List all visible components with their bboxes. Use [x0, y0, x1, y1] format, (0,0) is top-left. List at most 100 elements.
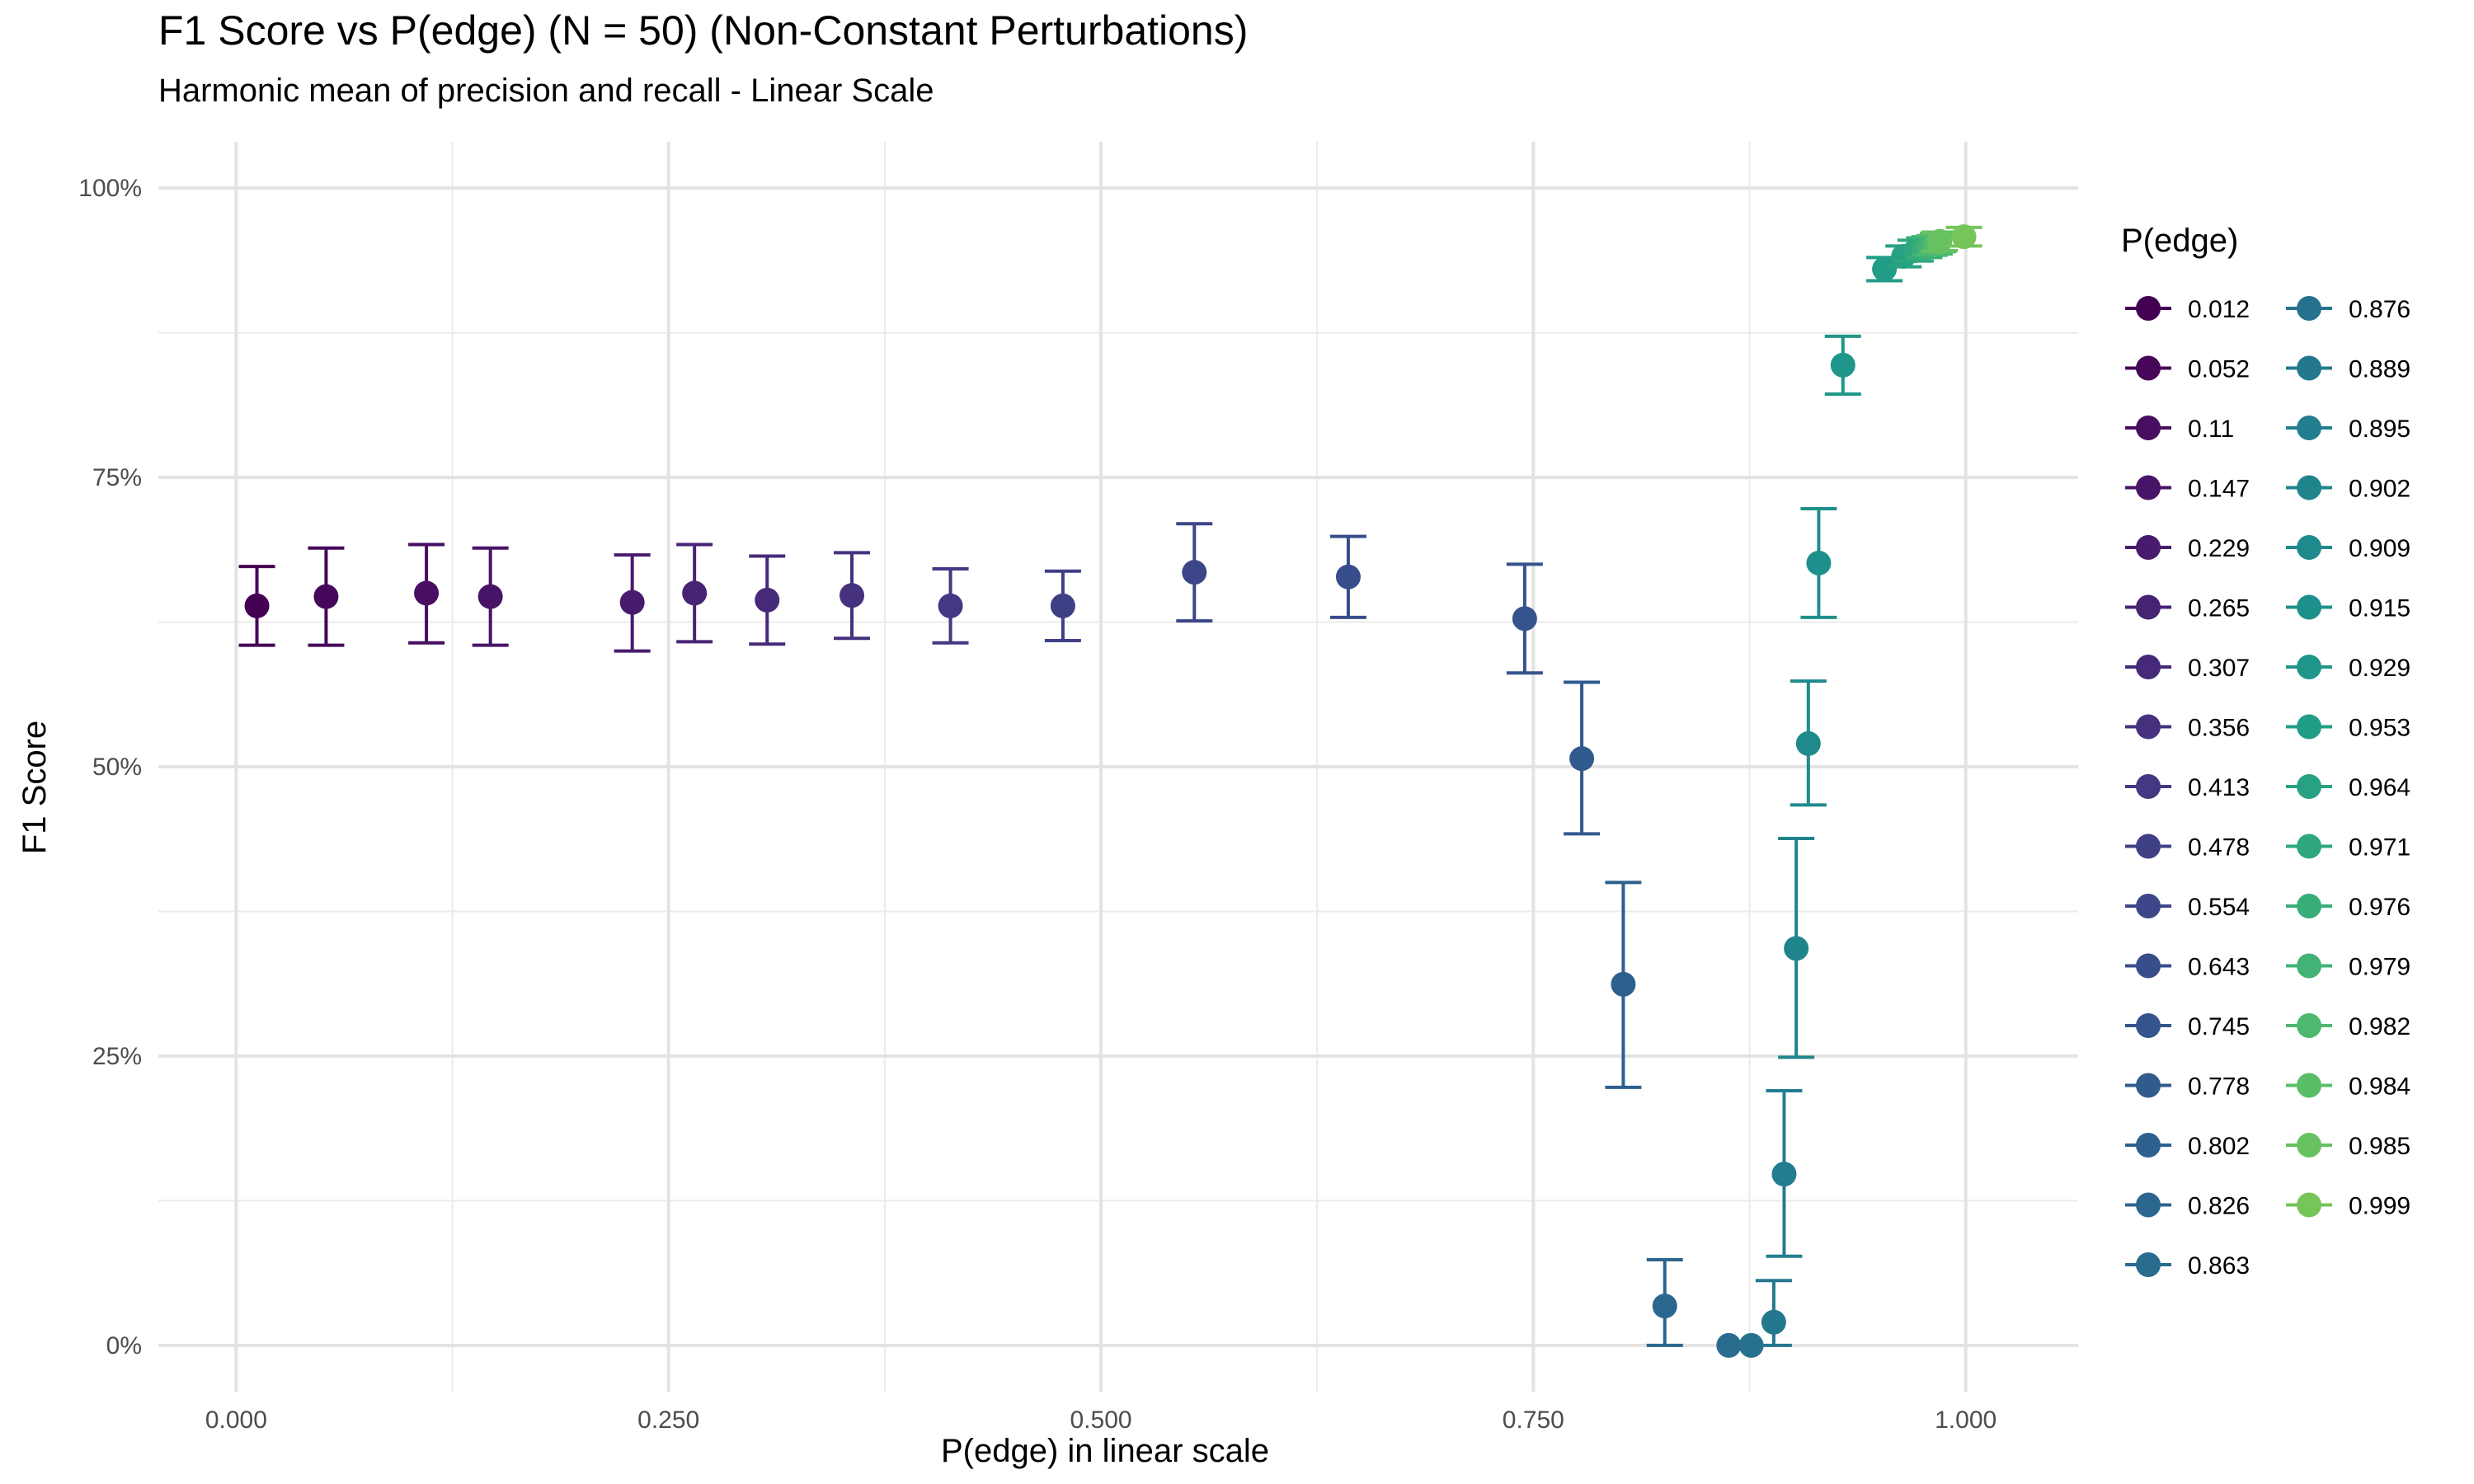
legend-item: 0.643 [2125, 953, 2250, 981]
data-point-group [1738, 1332, 1764, 1358]
data-point-group [1044, 569, 1081, 642]
legend-key-point [2136, 834, 2161, 859]
data-point-group [1329, 534, 1366, 619]
legend-label: 0.895 [2349, 416, 2411, 443]
legend-label: 0.265 [2188, 595, 2250, 622]
legend-item: 0.979 [2286, 953, 2411, 981]
data-point [1784, 936, 1809, 961]
data-point [1806, 550, 1832, 575]
legend-label: 0.802 [2188, 1133, 2250, 1160]
data-point [682, 580, 708, 606]
data-point-group [1824, 334, 1861, 397]
data-point-group [408, 542, 445, 645]
data-point [1716, 1332, 1742, 1358]
x-tick-label: 0.500 [1070, 1407, 1131, 1434]
legend-key-point [2297, 594, 2321, 620]
data-point-group [1506, 562, 1543, 675]
legend-key-point [2136, 594, 2161, 620]
data-point-group [932, 566, 969, 645]
data-point [1652, 1294, 1677, 1319]
legend-label: 0.985 [2349, 1133, 2411, 1160]
legend-label: 0.643 [2188, 954, 2250, 981]
legend-label: 0.478 [2188, 834, 2250, 862]
data-point [1335, 564, 1361, 589]
x-tick-label: 0.000 [205, 1407, 267, 1434]
data-point [1761, 1309, 1786, 1335]
data-point [1872, 256, 1898, 282]
data-point [1611, 971, 1636, 997]
legend-label: 0.863 [2188, 1252, 2250, 1280]
legend-item: 0.307 [2125, 655, 2250, 682]
data-point-group [1646, 1257, 1683, 1347]
legend-item: 0.915 [2286, 594, 2411, 622]
data-point [619, 589, 645, 615]
data-point [840, 583, 865, 608]
data-point-group [1755, 1279, 1792, 1347]
chart-title: F1 Score vs P(edge) (N = 50) (Non-Consta… [158, 7, 1249, 54]
data-point [1182, 560, 1207, 585]
legend-title: P(edge) [2121, 223, 2239, 259]
legend-key-point [2136, 416, 2161, 440]
data-point [244, 593, 270, 618]
legend-item: 0.876 [2286, 296, 2411, 323]
legend-item: 0.745 [2125, 1013, 2250, 1040]
legend-label: 0.876 [2349, 296, 2411, 323]
legend: 0.012 0.052 0.11 0.147 0.229 0.265 0.307 0.356 0… [2125, 296, 2411, 1280]
legend-key-point [2297, 1073, 2321, 1098]
legend-key-point [2136, 535, 2161, 560]
data-point-group [1866, 256, 1903, 283]
y-tick-label: 100% [78, 175, 142, 202]
legend-label: 0.999 [2349, 1193, 2411, 1220]
legend-item: 0.826 [2125, 1192, 2250, 1220]
data-point [1050, 593, 1075, 618]
data-point-group [614, 553, 651, 653]
legend-key-point [2136, 894, 2161, 918]
data-point-group [1564, 680, 1601, 836]
legend-key-point [2297, 296, 2321, 321]
legend-label: 0.984 [2349, 1073, 2411, 1101]
legend-item: 0.012 [2125, 296, 2250, 323]
legend-key-point [2297, 355, 2321, 381]
legend-key-point [2297, 416, 2321, 440]
legend-label: 0.052 [2188, 356, 2250, 383]
legend-item: 0.999 [2286, 1192, 2411, 1220]
data-point-group [1716, 1332, 1742, 1358]
x-tick-label: 0.250 [637, 1407, 699, 1434]
x-tick-label: 0.750 [1503, 1407, 1564, 1434]
data-point [1569, 746, 1595, 772]
legend-label: 0.11 [2188, 416, 2234, 443]
legend-label: 0.745 [2188, 1013, 2250, 1040]
legend-key-point [2136, 953, 2161, 979]
legend-label: 0.976 [2349, 894, 2411, 921]
data-point-group [676, 542, 713, 644]
legend-label: 0.012 [2188, 296, 2250, 323]
data-point [1771, 1162, 1797, 1187]
data-point-group [308, 546, 345, 647]
legend-key-point [2297, 475, 2321, 500]
legend-label: 0.356 [2188, 715, 2250, 742]
data-point [1927, 228, 1953, 254]
grid-lines [158, 142, 2078, 1392]
legend-key-point [2297, 774, 2321, 799]
legend-key-point [2297, 1133, 2321, 1158]
legend-item: 0.356 [2125, 714, 2250, 742]
legend-label: 0.902 [2349, 476, 2411, 503]
legend-key-point [2297, 535, 2321, 560]
data-point-group [238, 565, 275, 647]
legend-key-point [2136, 655, 2161, 679]
legend-item: 0.976 [2286, 894, 2411, 921]
data-point [1830, 352, 1856, 378]
data-point [938, 593, 963, 618]
legend-label: 0.915 [2349, 595, 2411, 622]
legend-item: 0.478 [2125, 834, 2250, 862]
data-point-group [1176, 522, 1213, 623]
data-point [1738, 1332, 1764, 1358]
legend-key-point [2136, 1013, 2161, 1038]
legend-item: 0.984 [2286, 1073, 2411, 1101]
legend-item: 0.11 [2125, 416, 2234, 443]
y-tick-label: 0% [106, 1332, 142, 1360]
y-tick-label: 25% [92, 1043, 142, 1070]
data-point-group [1778, 837, 1815, 1059]
axis-ticks: 0.000 0.250 0.500 0.750 1.000 0% 25% 50% 75% 100% [78, 175, 1997, 1434]
y-tick-label: 50% [92, 754, 142, 781]
